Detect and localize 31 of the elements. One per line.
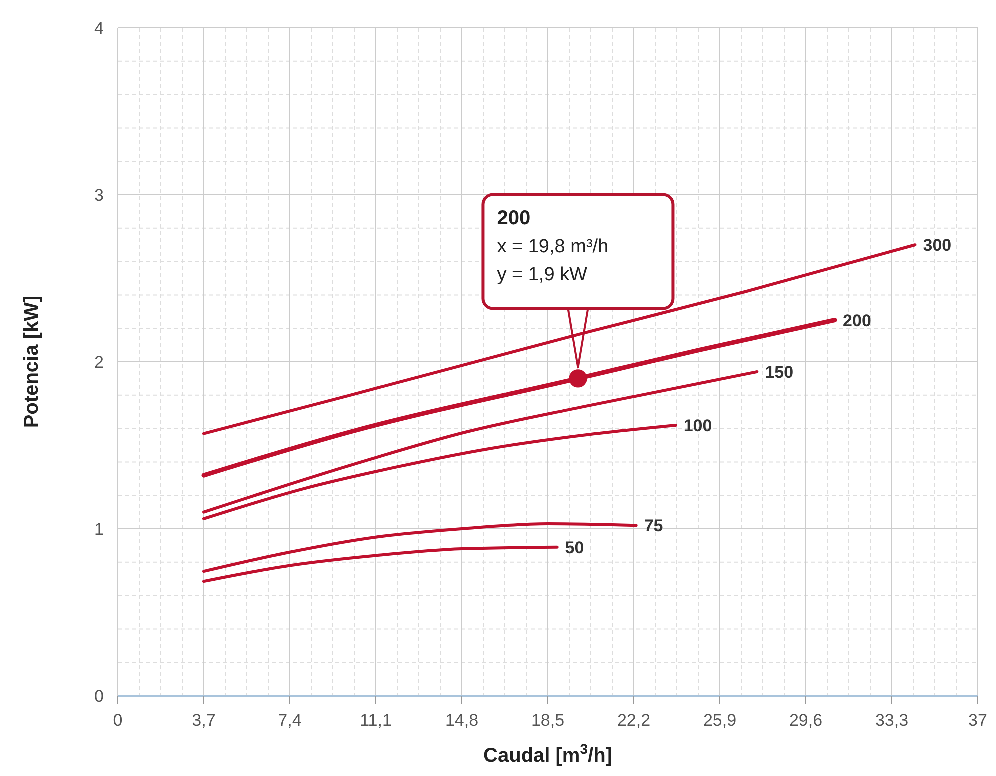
x-tick-label: 14,8 <box>445 711 479 730</box>
x-axis-title: Caudal [m$^{3}$/h] <box>484 741 612 767</box>
line-series <box>202 546 559 584</box>
y-axis-title: Potencia [kW] <box>21 296 43 428</box>
y-tick-label: 4 <box>94 19 104 38</box>
series-label: 50 <box>565 538 584 558</box>
series-label: 300 <box>923 236 952 256</box>
tooltip: 200 x = 19,8 m³/h y = 1,9 kW <box>482 193 675 369</box>
series-label: 200 <box>843 311 872 330</box>
x-tick-label: 25,9 <box>703 711 737 730</box>
x-tick-label: 0 <box>113 711 123 730</box>
x-tick-label: 22,2 <box>617 711 651 730</box>
series-label: 100 <box>684 416 712 436</box>
y-tick-label: 3 <box>94 186 104 205</box>
y-tick-label: 1 <box>94 520 104 539</box>
line-series <box>202 522 638 574</box>
series-label: 150 <box>765 363 794 382</box>
x-tick-label: 33,3 <box>875 711 909 730</box>
y-tick-label: 0 <box>94 687 104 706</box>
x-tick-label: 37 <box>968 711 988 730</box>
line-series <box>202 318 838 478</box>
x-tick-label: 3,7 <box>192 711 216 730</box>
line-series <box>202 424 678 520</box>
y-tick-label: 2 <box>94 353 104 372</box>
x-tick-label: 18,5 <box>531 711 565 730</box>
series-label: 75 <box>644 516 664 536</box>
x-tick-label: 7,4 <box>278 711 302 730</box>
x-tick-label: 29,6 <box>789 711 823 730</box>
line-series <box>202 370 759 514</box>
x-tick-label: 11,1 <box>360 711 392 730</box>
annotation: 200 x = 19,8 m³/h y = 1,9 kW <box>497 208 609 286</box>
